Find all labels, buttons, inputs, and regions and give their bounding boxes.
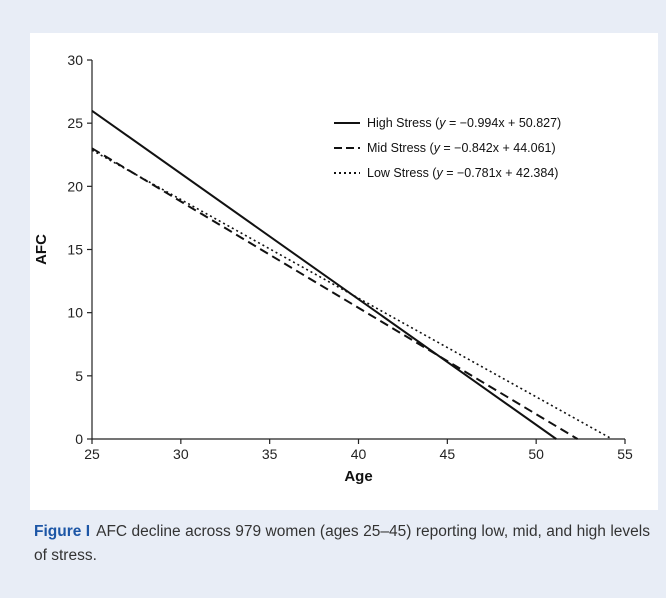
x-tick-label: 45 [440,446,456,462]
y-axis-title: AFC [33,234,50,265]
figure-panel: 25 30 35 40 45 50 55 0 5 10 15 20 25 30 High Stress (… [30,33,658,510]
x-tick-label: 30 [173,446,189,462]
x-tick-label: 35 [262,446,278,462]
legend-label-low: Low Stress (y = −0.781x + 42.384) [367,166,558,180]
y-tick-label: 25 [67,115,83,131]
y-tick-label: 30 [67,52,83,68]
y-tick-label: 0 [75,431,83,447]
legend-label-high: High Stress (y = −0.994x + 50.827) [367,116,561,130]
figure-caption: Figure I AFC decline across 979 women (ag… [34,520,650,568]
y-tick-label: 10 [67,305,83,321]
series-line-low [91,149,613,440]
x-tick-label: 50 [528,446,544,462]
x-tick-label: 25 [84,446,100,462]
y-tick-label: 5 [75,368,83,384]
figure-caption-label: Figure I [34,523,91,540]
series-line-high [91,109,557,440]
series-line-mid [91,147,579,440]
x-tick-label: 55 [617,446,633,462]
legend-label-mid: Mid Stress (y = −0.842x + 44.061) [367,141,556,155]
y-tick-label: 20 [67,178,83,194]
y-tick-label: 15 [67,242,83,258]
line-chart: 25 30 35 40 45 50 55 0 5 10 15 20 25 30 High Stress (… [33,52,633,485]
x-tick-label: 40 [351,446,367,462]
x-axis-title: Age [344,468,372,485]
figure-caption-text: AFC decline across 979 women (ages 25–45… [34,523,650,564]
